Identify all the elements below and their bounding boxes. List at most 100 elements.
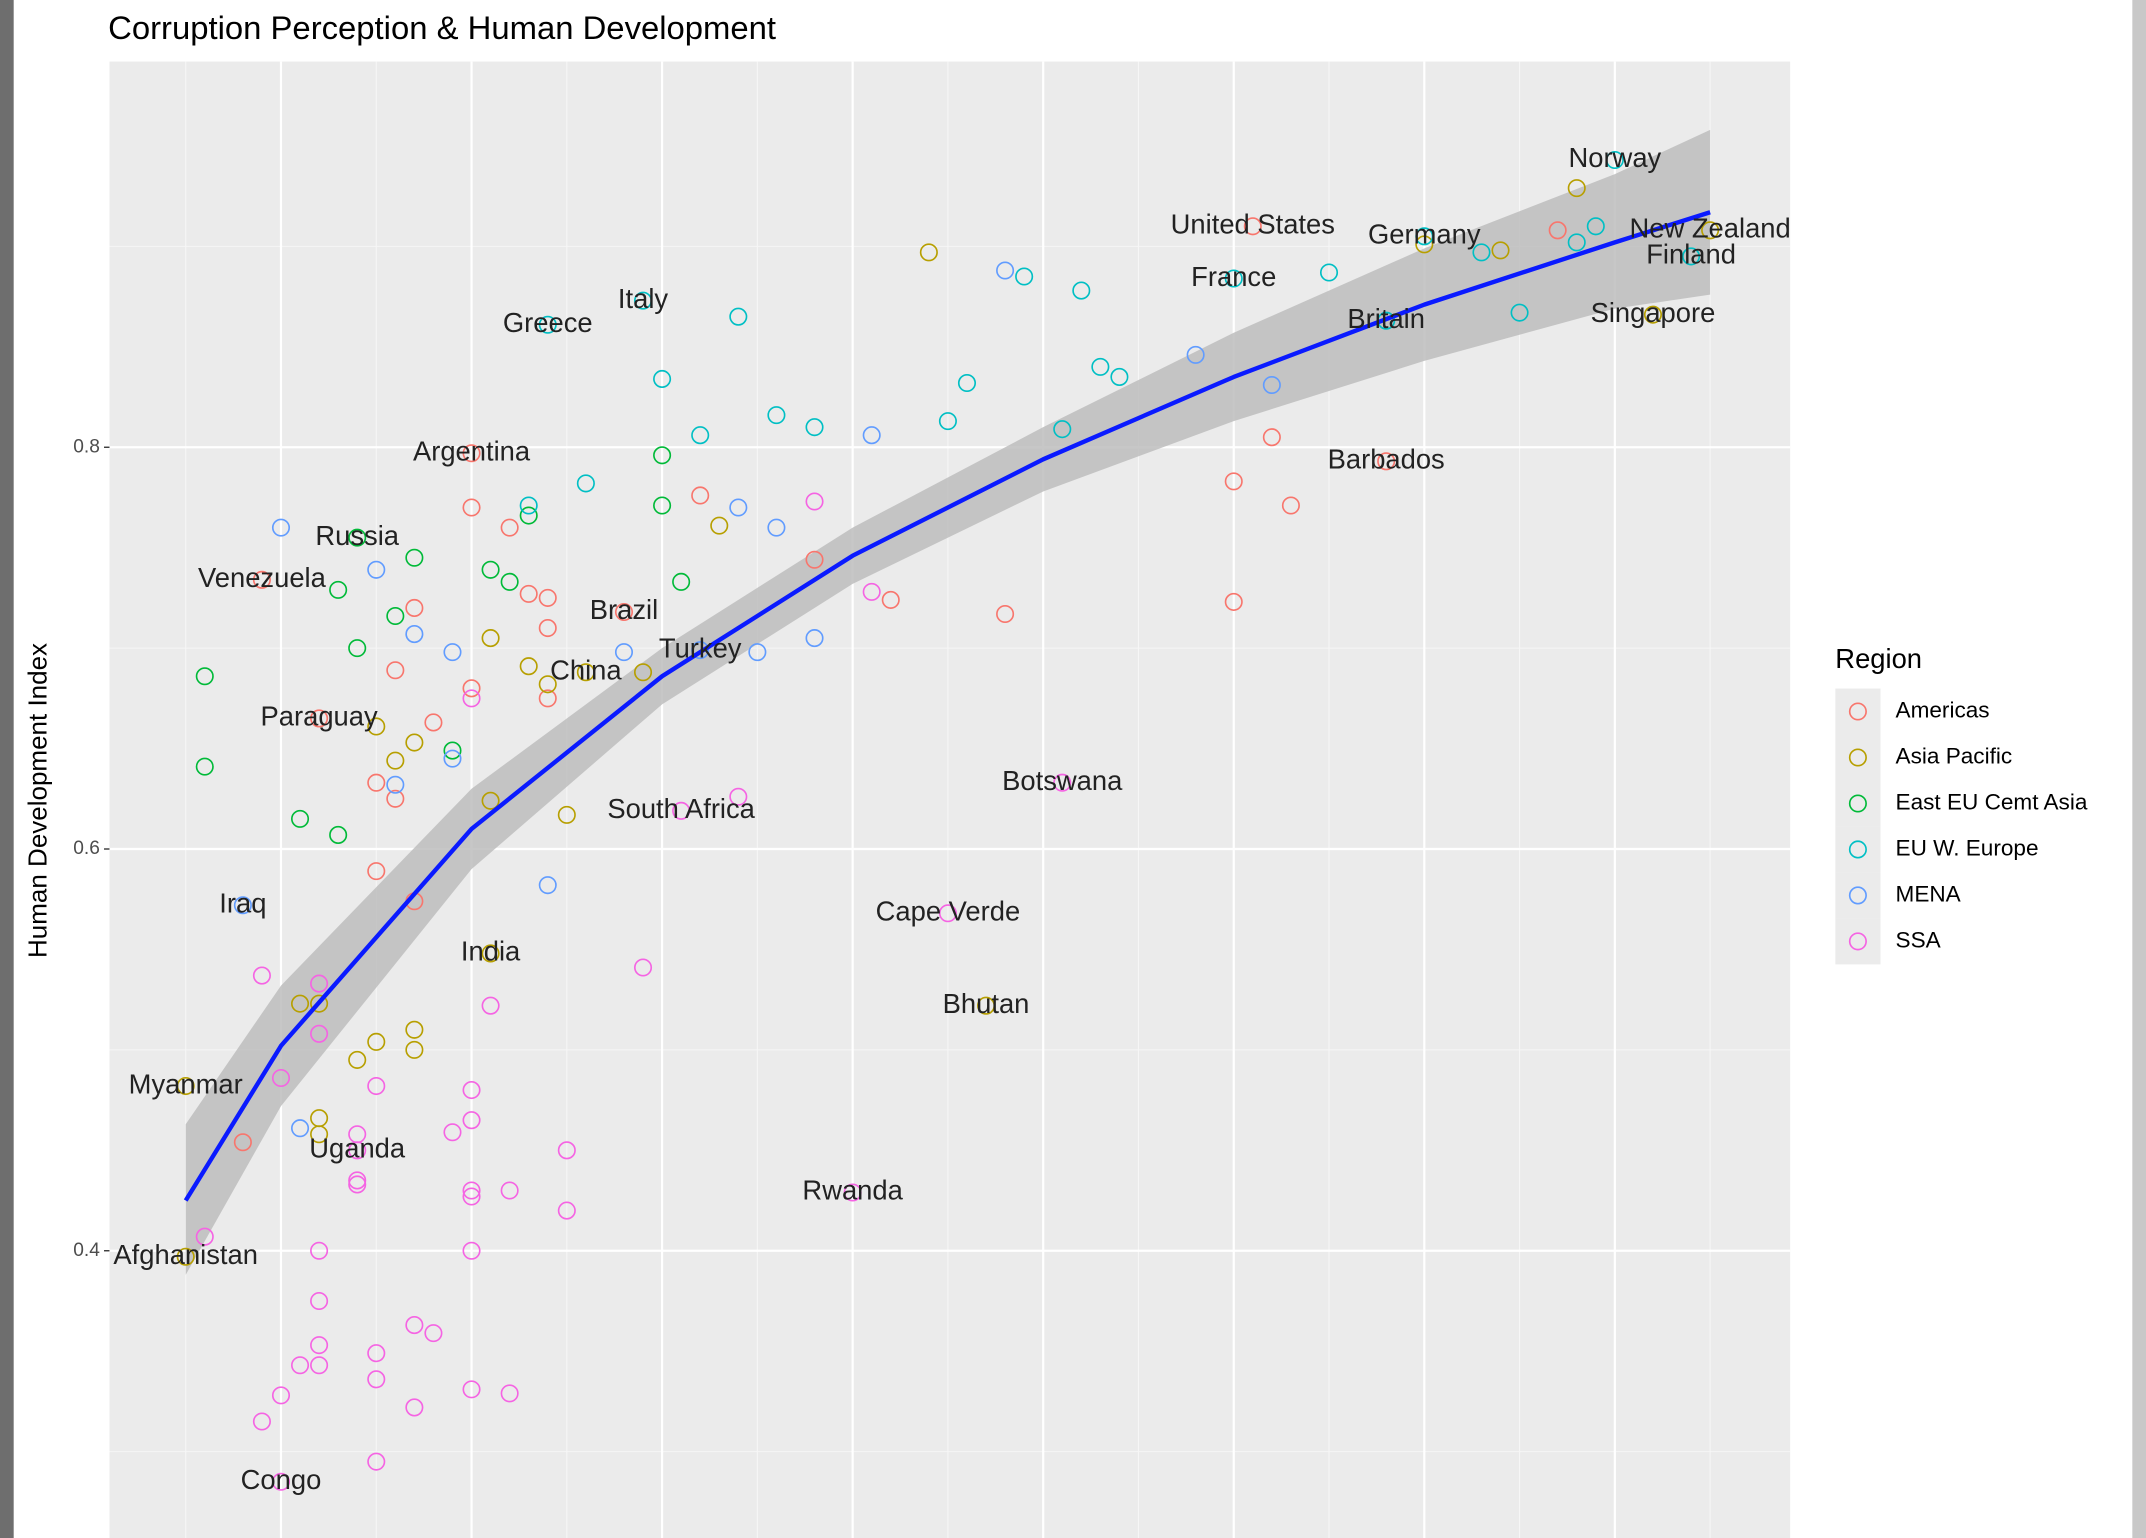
data-point (538, 315, 557, 334)
data-point (862, 426, 881, 445)
data-point (291, 809, 310, 828)
point-label: Argentina (413, 436, 531, 467)
data-point (348, 1050, 367, 1069)
point-label: Venezuela (198, 562, 327, 593)
data-point (386, 775, 405, 794)
data-point (538, 876, 557, 895)
points (176, 150, 1720, 1491)
point-label: Greece (503, 307, 593, 338)
data-point (481, 629, 500, 648)
point-label: Paraguay (261, 701, 378, 732)
data-point (348, 1125, 367, 1144)
data-point (1567, 233, 1586, 252)
data-point (405, 1316, 424, 1335)
data-point (881, 590, 900, 609)
data-point (310, 1336, 329, 1355)
data-point (367, 1370, 386, 1389)
data-point (538, 588, 557, 607)
data-point (233, 1133, 252, 1152)
data-point (767, 518, 786, 537)
axes: 0.4 0.6 0.8 (73, 436, 110, 1261)
data-point (462, 1241, 481, 1260)
data-point (386, 606, 405, 626)
data-point (310, 1024, 329, 1043)
data-point (424, 713, 443, 732)
data-point (386, 751, 405, 770)
point-label: Rwanda (802, 1175, 903, 1206)
data-point (672, 572, 691, 591)
data-point (1567, 179, 1586, 198)
point-label: Britain (1347, 303, 1425, 334)
point-label: France (1191, 261, 1276, 292)
data-point (1262, 375, 1281, 395)
data-point (653, 496, 672, 515)
data-point (405, 598, 424, 617)
point-label: United States (1171, 209, 1335, 240)
fit-line-group (183, 210, 1711, 1202)
data-point (1186, 345, 1205, 364)
data-point (634, 958, 653, 977)
legend: Region Americas Asia Pacific East EU Cemt A… (1835, 643, 2088, 965)
data-point (462, 444, 481, 463)
data-point (538, 675, 557, 694)
y-axis-title: Human Development Index (23, 643, 53, 958)
data-point (957, 373, 977, 393)
legend-key-bg (1835, 734, 1881, 781)
data-point (481, 791, 500, 810)
y-tick-label: 0.8 (73, 436, 100, 457)
legend-label: Americas (1896, 698, 1990, 723)
point-label: Germany (1368, 219, 1481, 250)
point-label: Russia (315, 520, 399, 551)
data-point (348, 528, 367, 547)
point-label: Italy (618, 283, 669, 314)
data-point (1015, 267, 1034, 286)
point-label: Cape Verde (876, 896, 1021, 927)
data-point (1605, 150, 1624, 170)
data-point (653, 446, 672, 465)
data-point (291, 1119, 310, 1138)
point-label: Barbados (1328, 444, 1445, 475)
data-point (367, 1077, 386, 1096)
data-point (1053, 773, 1072, 792)
data-point (538, 619, 557, 638)
data-point (310, 1241, 329, 1260)
chart-title: Corruption Perception & Human Developmen… (108, 9, 776, 46)
data-point (481, 560, 500, 579)
data-point (634, 291, 653, 310)
data-point (310, 974, 329, 993)
data-point (481, 996, 500, 1015)
data-point (557, 1201, 576, 1220)
data-point (805, 629, 824, 648)
fit-band-group (185, 129, 1711, 1275)
legend-key-bg (1835, 780, 1881, 827)
data-point (805, 492, 824, 511)
data-point (252, 1412, 271, 1431)
data-point (576, 663, 595, 682)
data-point (443, 1123, 462, 1142)
data-point (500, 1181, 519, 1200)
legend-label: East EU Cemt Asia (1896, 789, 2088, 814)
point-label: Myanmar (129, 1068, 243, 1099)
data-point (1643, 305, 1662, 324)
point-label: Turkey (659, 632, 742, 663)
data-point (367, 1344, 386, 1363)
data-point (462, 1187, 481, 1206)
legend-key (1848, 748, 1867, 767)
data-point (1243, 217, 1262, 236)
legend-key-bg (1835, 688, 1881, 735)
data-point (271, 1472, 291, 1491)
point-label: China (550, 654, 622, 685)
data-point (462, 689, 481, 708)
data-point (271, 1386, 291, 1405)
data-point (405, 548, 424, 567)
data-point (996, 604, 1015, 624)
data-point (634, 663, 653, 682)
data-point (329, 580, 348, 599)
data-point (729, 498, 748, 517)
data-point (1415, 235, 1434, 254)
point-labels: Venezuela Argentina Brazil Paraguay Barbados… (113, 142, 1790, 1495)
data-point (843, 1183, 862, 1202)
data-point (729, 307, 748, 326)
point-label: Bhutan (943, 988, 1030, 1019)
